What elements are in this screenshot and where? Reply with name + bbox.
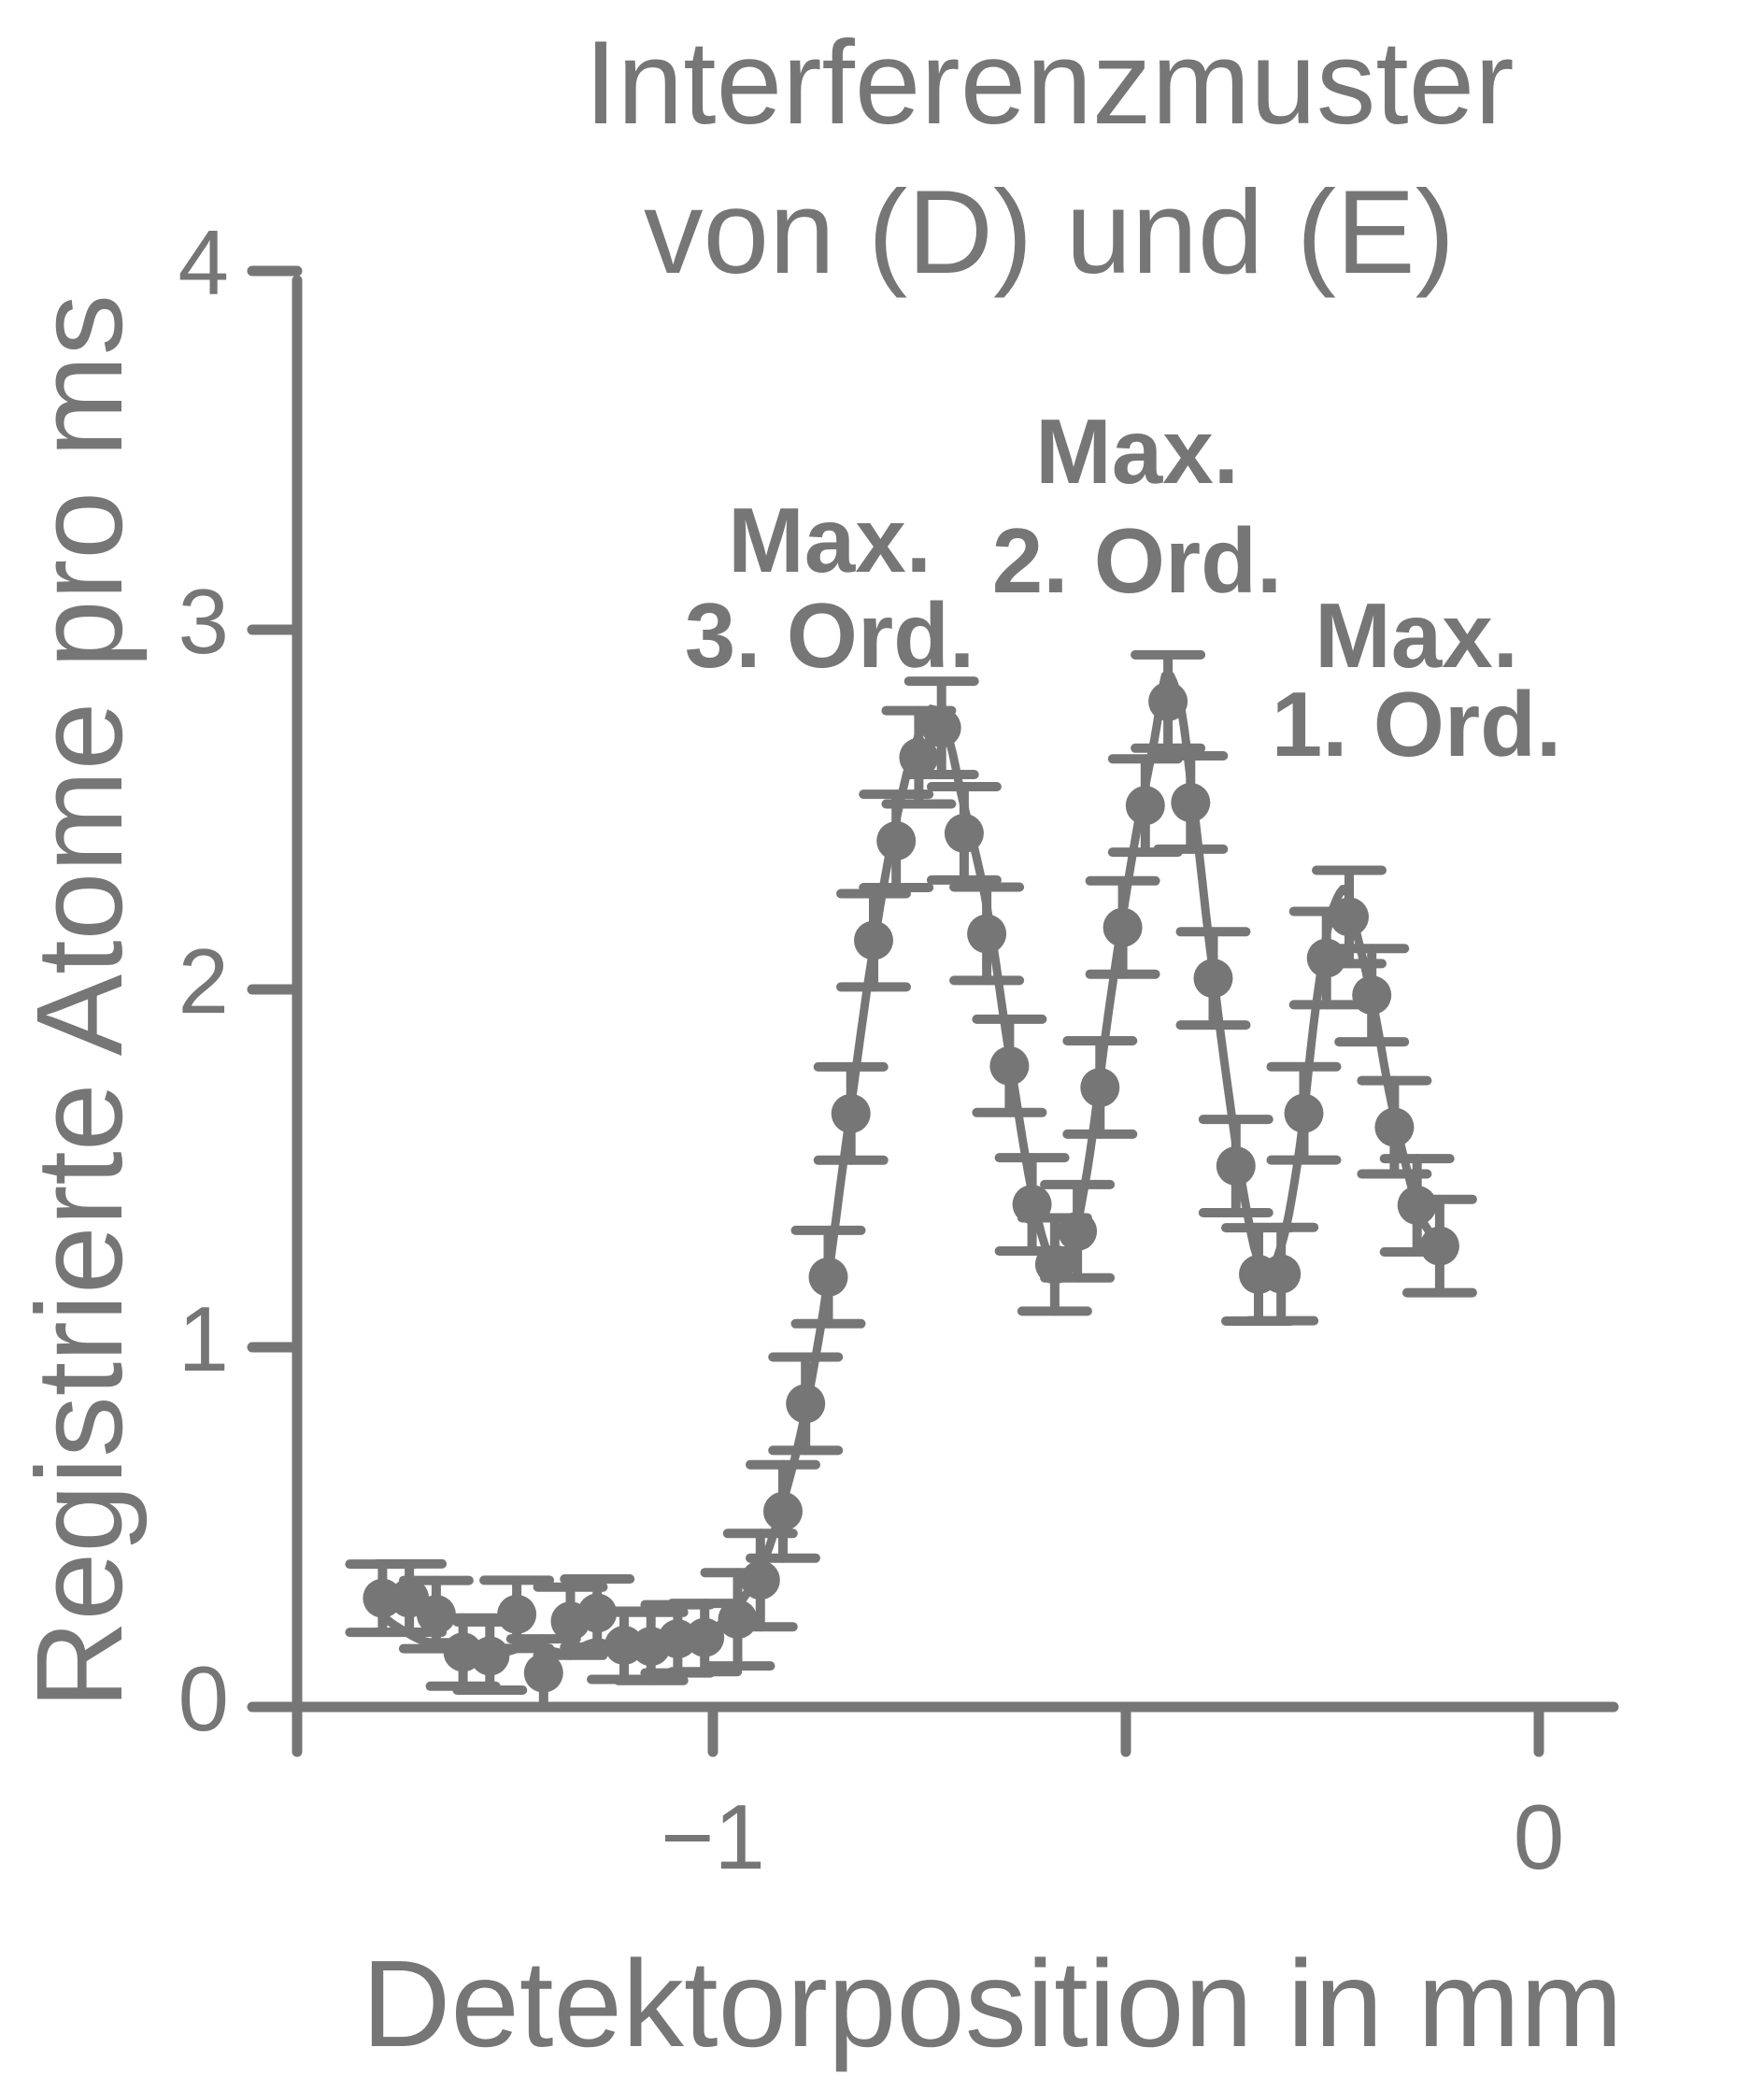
svg-text:von (D) und (E): von (D) und (E): [644, 165, 1455, 298]
svg-text:Registrierte Atome pro ms: Registrierte Atome pro ms: [10, 294, 148, 1709]
svg-text:3. Ord.: 3. Ord.: [685, 584, 974, 687]
svg-text:0: 0: [1514, 1785, 1565, 1888]
svg-text:Max.: Max.: [728, 489, 932, 591]
svg-text:Detektorposition in mm: Detektorposition in mm: [362, 1935, 1623, 2072]
svg-text:Max.: Max.: [1035, 400, 1239, 503]
svg-text:3: 3: [178, 570, 229, 673]
svg-text:1. Ord.: 1. Ord.: [1272, 673, 1561, 775]
svg-text:1: 1: [178, 1287, 229, 1390]
svg-text:Interferenzmuster: Interferenzmuster: [584, 16, 1514, 149]
svg-text:2: 2: [178, 930, 229, 1032]
svg-text:Max.: Max.: [1315, 584, 1518, 687]
svg-text:−1: −1: [661, 1785, 765, 1888]
svg-text:2. Ord.: 2. Ord.: [992, 509, 1282, 612]
svg-text:4: 4: [178, 211, 229, 314]
svg-text:0: 0: [178, 1647, 229, 1750]
